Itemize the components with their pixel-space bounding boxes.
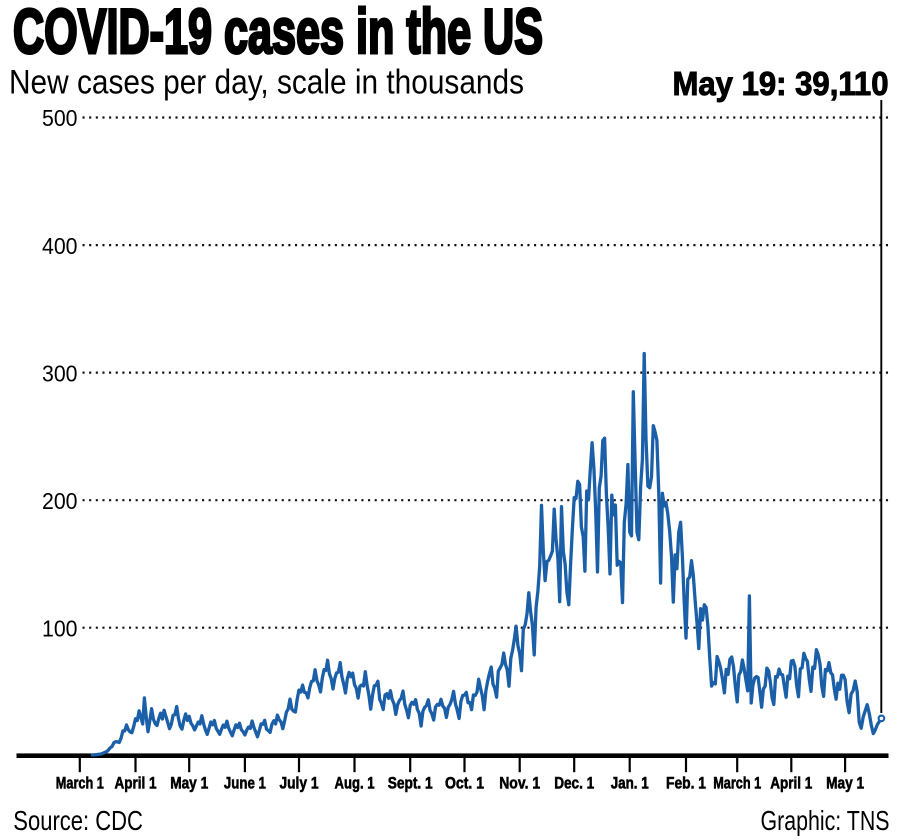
svg-text:Graphic: TNS: Graphic: TNS: [761, 805, 890, 836]
svg-text:500: 500: [42, 105, 78, 131]
svg-text:Aug. 1: Aug. 1: [335, 774, 375, 793]
svg-text:100: 100: [42, 615, 78, 641]
svg-text:May 1: May 1: [826, 774, 864, 793]
svg-text:Sept. 1: Sept. 1: [388, 774, 433, 793]
svg-text:300: 300: [42, 360, 78, 386]
svg-text:Dec. 1: Dec. 1: [554, 774, 594, 793]
svg-text:Jan. 1: Jan. 1: [611, 774, 649, 793]
svg-text:200: 200: [42, 488, 78, 514]
svg-text:July 1: July 1: [280, 774, 319, 793]
svg-text:May 1: May 1: [170, 774, 208, 793]
svg-text:March 1: March 1: [713, 774, 761, 793]
svg-text:COVID-19 cases in the US: COVID-19 cases in the US: [13, 0, 543, 67]
svg-text:Source: CDC: Source: CDC: [13, 805, 143, 836]
svg-text:June 1: June 1: [224, 774, 266, 793]
svg-text:April 1: April 1: [770, 774, 812, 793]
svg-text:Oct. 1: Oct. 1: [445, 774, 484, 793]
svg-text:Nov. 1: Nov. 1: [499, 774, 540, 793]
svg-text:New cases per day, scale in th: New cases per day, scale in thousands: [9, 63, 524, 101]
svg-text:April 1: April 1: [115, 774, 157, 793]
svg-text:Feb. 1: Feb. 1: [666, 774, 706, 793]
svg-text:March 1: March 1: [56, 774, 104, 793]
svg-text:May 19: 39,110: May 19: 39,110: [673, 65, 889, 102]
svg-text:400: 400: [42, 233, 78, 259]
